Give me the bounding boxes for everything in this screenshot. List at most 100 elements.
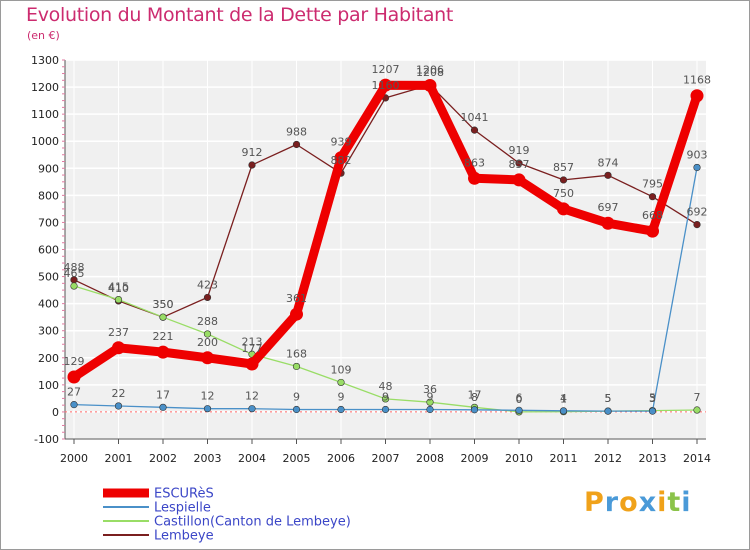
legend-label: Lembeye [154, 529, 214, 544]
data-point [512, 173, 526, 187]
data-label: 9 [293, 390, 300, 403]
data-point [70, 401, 78, 409]
chart-subtitle: (en €) [27, 29, 60, 42]
data-label: 1208 [416, 66, 444, 79]
data-label: 9 [382, 390, 389, 403]
data-point [201, 351, 214, 365]
x-tick-label: 2008 [416, 452, 444, 465]
data-point [604, 171, 612, 179]
data-label: 857 [553, 161, 574, 174]
data-label: 17 [156, 388, 170, 401]
x-tick-label: 2010 [505, 452, 533, 465]
logo-letter: P [584, 487, 605, 518]
data-point [292, 405, 301, 414]
data-label: 361 [286, 292, 307, 305]
data-label: 200 [197, 336, 218, 349]
y-tick-label: 300 [38, 325, 59, 338]
data-label: 5 [605, 392, 612, 405]
logo-letter: r [604, 487, 620, 518]
data-label: 488 [64, 261, 85, 274]
logo-letter: i [657, 487, 668, 518]
data-point [248, 405, 256, 413]
data-label: 795 [642, 178, 663, 191]
y-tick-label: 800 [38, 189, 59, 202]
data-label: 8 [471, 391, 478, 404]
y-tick-label: 1100 [31, 108, 59, 121]
legend-label: Castillon(Canton de Lembeye) [154, 515, 351, 530]
x-tick-label: 2003 [194, 452, 222, 465]
x-tick-label: 2004 [238, 452, 266, 465]
x-tick-label: 2014 [683, 452, 711, 465]
data-point [292, 362, 301, 371]
data-label: 912 [242, 146, 263, 159]
data-point [646, 224, 659, 238]
data-point [203, 293, 212, 302]
data-point [67, 370, 81, 384]
data-point [156, 345, 170, 359]
x-tick-label: 2001 [105, 452, 133, 465]
data-label: 1206 [416, 63, 444, 76]
data-point [203, 330, 212, 338]
data-label: 857 [509, 158, 530, 171]
x-tick-label: 2012 [594, 452, 622, 465]
data-point [290, 307, 303, 321]
data-label: 697 [598, 201, 619, 214]
data-label: 465 [64, 267, 85, 280]
data-label: 988 [286, 125, 307, 138]
data-label: 692 [687, 206, 708, 219]
data-point [292, 140, 301, 149]
data-point [423, 78, 437, 92]
data-point [248, 161, 256, 169]
x-tick-label: 2006 [327, 452, 355, 465]
data-point [693, 406, 701, 414]
x-tick-label: 2013 [639, 452, 667, 465]
data-point [70, 282, 78, 290]
data-label: 415 [108, 281, 129, 294]
data-label: 168 [286, 347, 307, 360]
y-tick-label: 100 [38, 379, 59, 392]
data-label: 919 [509, 144, 530, 157]
logo-letter: o [619, 487, 639, 518]
data-label: 48 [379, 380, 393, 393]
data-label: 7 [694, 391, 701, 404]
y-tick-label: 900 [38, 162, 59, 175]
y-tick-label: 1000 [31, 135, 59, 148]
y-tick-label: 400 [38, 298, 59, 311]
data-point [648, 193, 657, 201]
data-point [648, 407, 657, 415]
chart-title: Evolution du Montant de la Dette par Hab… [26, 4, 454, 26]
data-point [559, 176, 568, 184]
data-label: 1160 [372, 79, 400, 92]
data-point [468, 171, 481, 185]
x-tick-label: 2000 [60, 452, 88, 465]
data-label: 882 [331, 154, 352, 167]
data-label: 3 [649, 392, 656, 405]
data-label: 22 [112, 387, 126, 400]
data-point [381, 395, 390, 403]
y-tick-label: 200 [38, 352, 59, 365]
y-tick-label: 0 [52, 406, 59, 419]
data-label: 939 [331, 136, 352, 149]
y-tick-label: 1200 [31, 81, 59, 94]
data-point [693, 220, 701, 229]
data-label: 5 [605, 392, 612, 405]
y-tick-label: 1300 [31, 54, 59, 67]
data-label: 350 [153, 298, 174, 311]
data-label: 1168 [683, 74, 711, 87]
data-label: 288 [197, 315, 218, 328]
data-label: 1 [560, 393, 567, 406]
data-point [604, 407, 612, 415]
data-point [470, 406, 479, 414]
logo-letter: x [638, 487, 658, 518]
x-tick-label: 2002 [149, 452, 177, 465]
proxiti-logo: Proxiti [584, 487, 692, 518]
data-label: 221 [153, 330, 174, 343]
data-label: 12 [201, 390, 215, 403]
data-label: 9 [427, 390, 434, 403]
data-label: 1041 [461, 111, 489, 124]
legend-label: Lespielle [154, 501, 211, 516]
data-label: 903 [687, 148, 708, 161]
data-label: 27 [67, 386, 81, 399]
data-point [379, 78, 392, 92]
